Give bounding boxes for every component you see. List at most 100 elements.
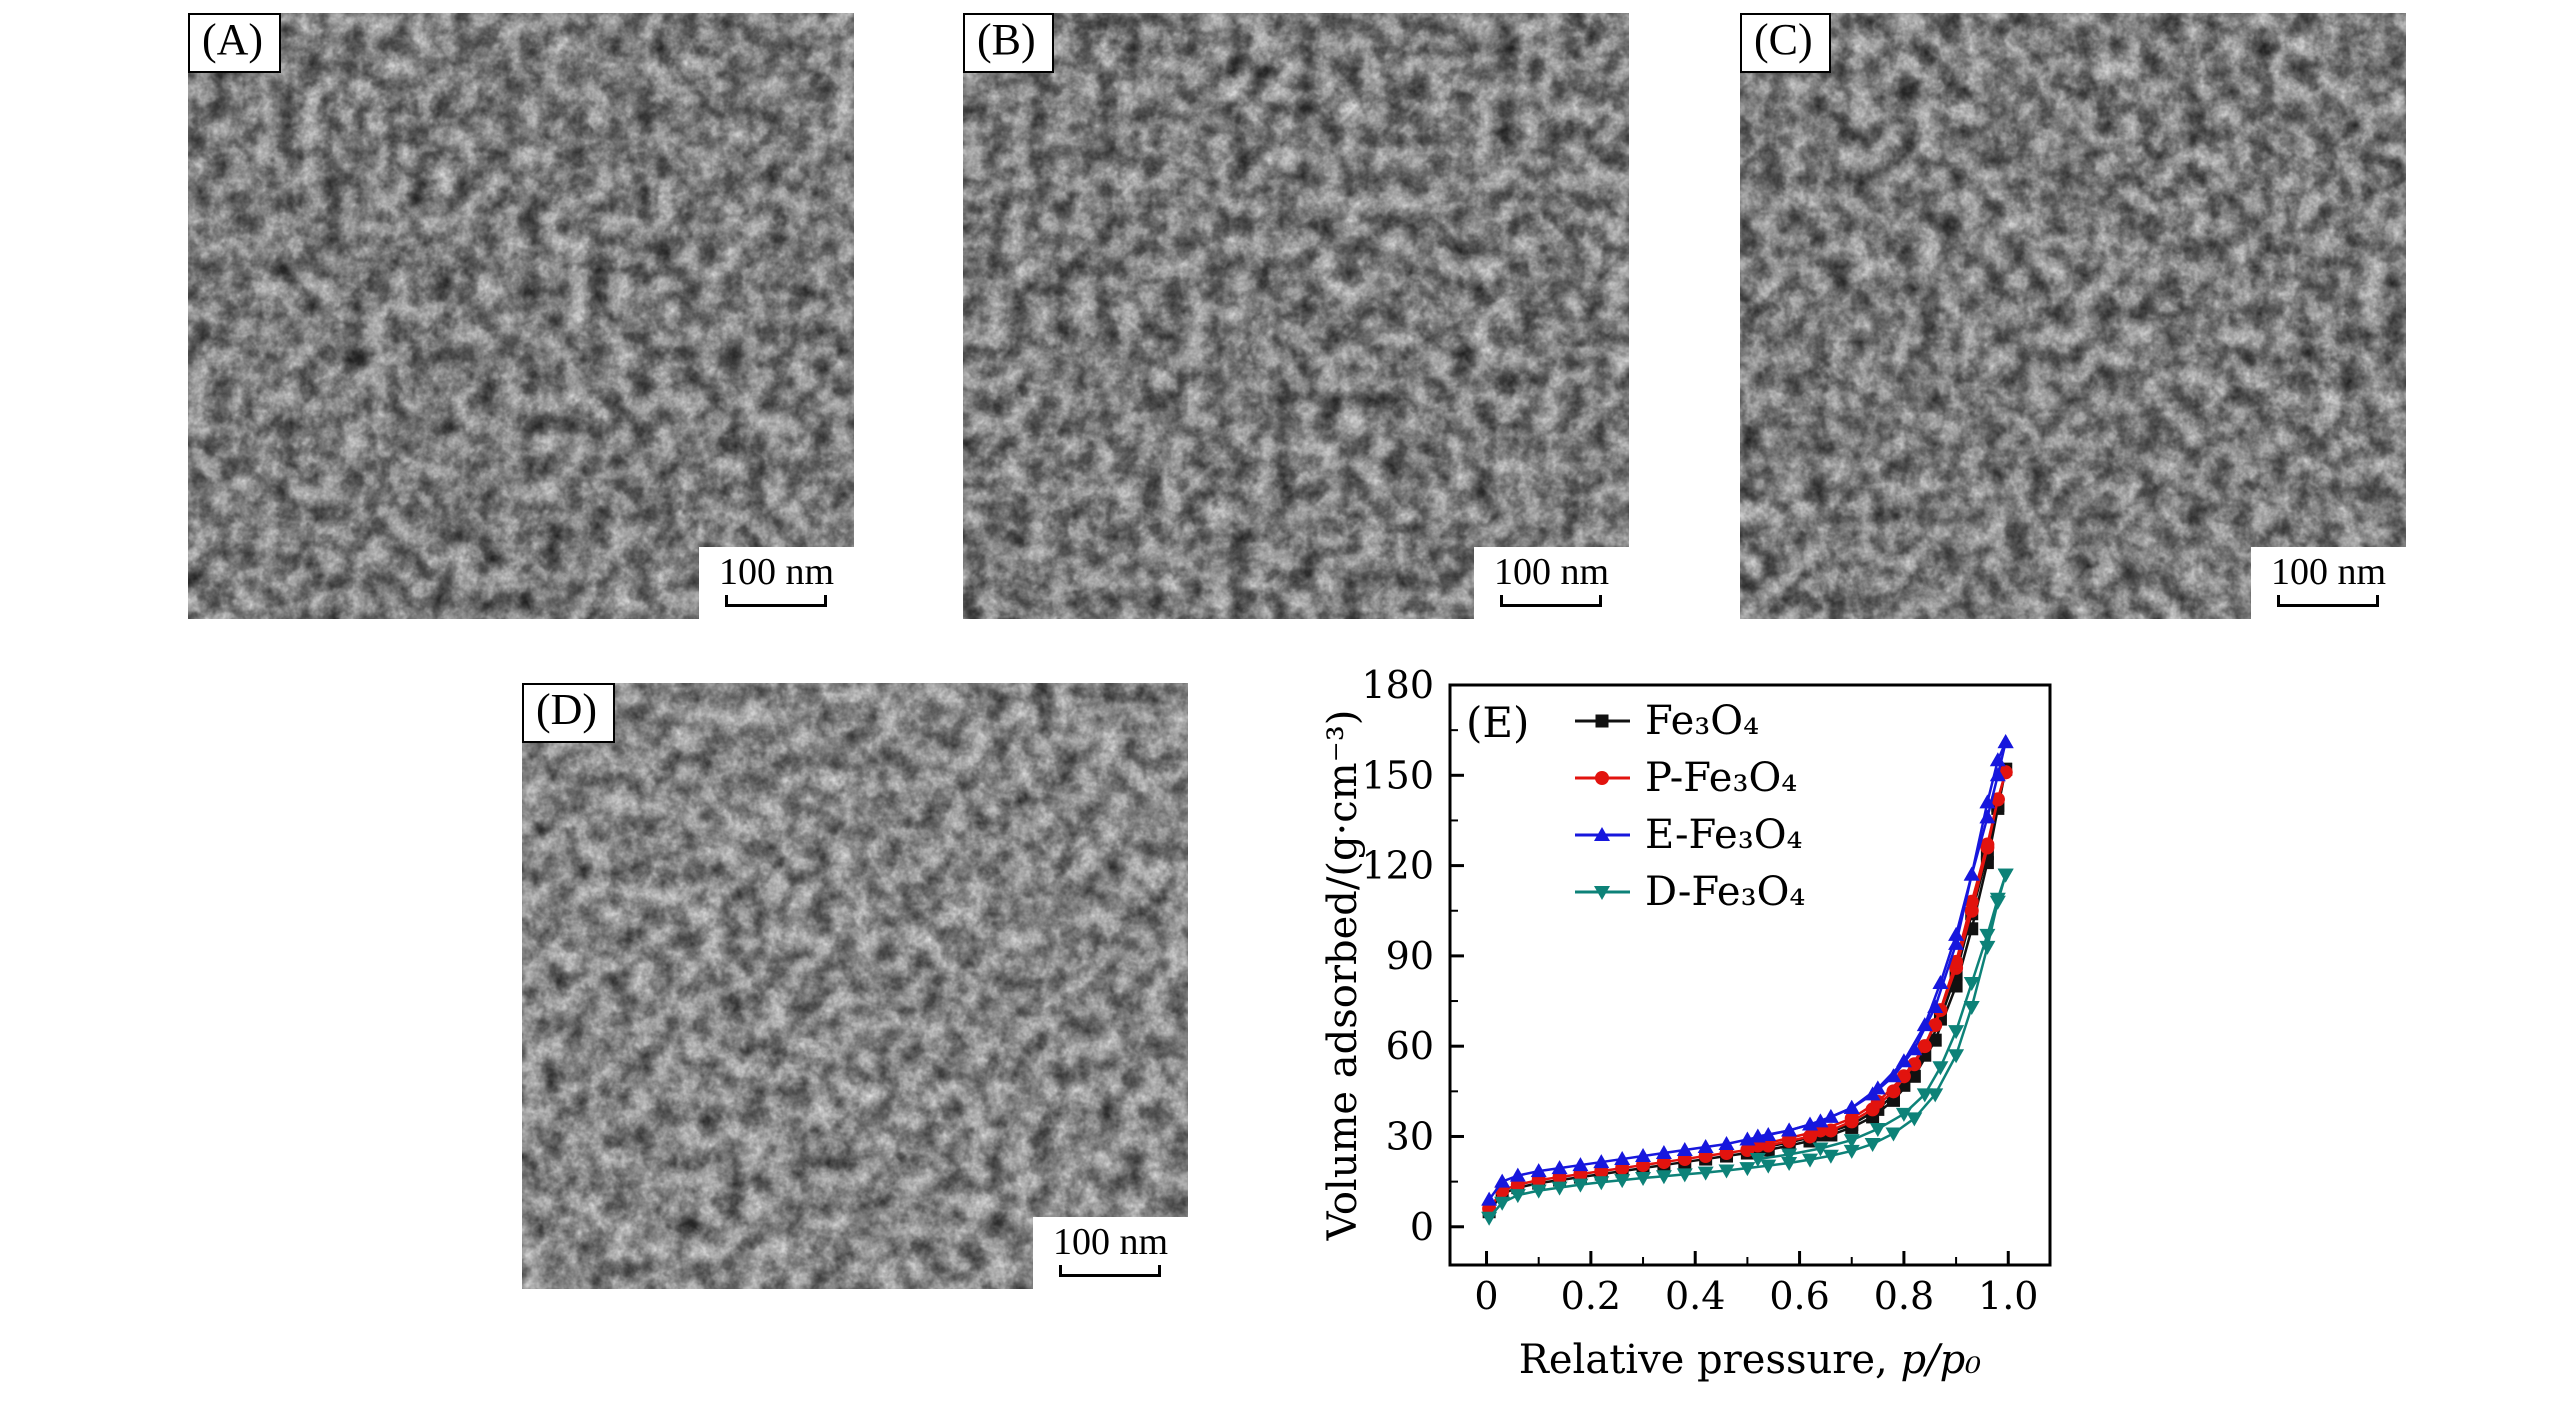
x-tick-label: 0.2 — [1561, 1274, 1621, 1318]
marker-triangle-up — [1749, 1128, 1766, 1143]
marker-triangle-down — [1676, 1168, 1693, 1183]
marker-triangle-down — [1885, 1127, 1902, 1142]
scale-bar-line-d — [1059, 1265, 1162, 1277]
x-tick-label: 0.6 — [1769, 1274, 1829, 1318]
marker-triangle-down — [1781, 1148, 1798, 1163]
marker-triangle-up — [1655, 1145, 1672, 1160]
marker-circle — [1844, 1111, 1859, 1126]
marker-triangle-down — [1718, 1164, 1735, 1179]
marker-triangle-down — [1948, 1025, 1965, 1040]
scale-bar-b: 100 nm — [1473, 547, 1629, 619]
marker-triangle-down — [1635, 1172, 1652, 1187]
sem-image-d — [522, 683, 1188, 1289]
marker-circle — [1896, 1069, 1911, 1084]
marker-triangle-up — [1906, 1041, 1923, 1056]
legend-item-e-fe3o4: E-Fe₃O₄ — [1575, 812, 1803, 858]
panel-label-c: (C) — [1740, 13, 1831, 74]
x-tick-label: 1.0 — [1978, 1274, 2038, 1318]
legend-label: Fe₃O₄ — [1645, 698, 1759, 744]
marker-triangle-up — [1812, 1113, 1829, 1128]
sem-panel-b: (B) 100 nm — [963, 13, 1629, 619]
marker-circle — [1907, 1057, 1922, 1072]
marker-circle — [1595, 771, 1609, 785]
legend-item-fe3o4: Fe₃O₄ — [1575, 698, 1759, 744]
sem-image-c — [1740, 13, 2406, 619]
y-tick-label: 180 — [1361, 663, 1434, 707]
legend-label: D-Fe₃O₄ — [1645, 869, 1805, 915]
marker-triangle-down — [1530, 1184, 1547, 1199]
marker-triangle-up — [1760, 1126, 1777, 1141]
marker-triangle-down — [1843, 1134, 1860, 1149]
marker-triangle-up — [1551, 1160, 1568, 1175]
marker-triangle-up — [1572, 1157, 1589, 1172]
legend-label: P-Fe₃O₄ — [1645, 755, 1797, 801]
panel-label-d: (D) — [522, 683, 616, 744]
y-tick-label: 150 — [1361, 753, 1434, 797]
marker-triangle-up — [1885, 1068, 1902, 1083]
y-tick-label: 90 — [1386, 934, 1434, 978]
chart-panel-label: (E) — [1466, 698, 1529, 747]
marker-triangle-down — [1869, 1122, 1886, 1137]
marker-square — [1595, 714, 1609, 728]
marker-triangle-down — [1979, 928, 1996, 943]
scale-bar-label-a: 100 nm — [718, 551, 834, 594]
marker-triangle-up — [1822, 1108, 1839, 1123]
scale-bar-label-d: 100 nm — [1052, 1221, 1168, 1264]
scale-bar-label-b: 100 nm — [1493, 551, 1609, 594]
marker-triangle-down — [1739, 1162, 1756, 1177]
marker-square — [1928, 1033, 1942, 1047]
legend-item-d-fe3o4: D-Fe₃O₄ — [1575, 869, 1805, 915]
y-tick-label: 60 — [1386, 1024, 1434, 1068]
marker-triangle-up — [1948, 926, 1965, 941]
sem-panel-d: (D) 100 nm — [522, 683, 1188, 1289]
marker-triangle-down — [1481, 1211, 1498, 1226]
marker-triangle-up — [1932, 974, 1949, 989]
marker-triangle-down — [1594, 886, 1610, 900]
marker-triangle-up — [1979, 809, 1996, 824]
marker-triangle-up — [1979, 794, 1996, 809]
sem-image-a — [188, 13, 854, 619]
marker-triangle-down — [1551, 1181, 1568, 1196]
marker-triangle-down — [1781, 1156, 1798, 1171]
marker-triangle-down — [1802, 1153, 1818, 1168]
scale-bar-line-a — [725, 595, 828, 607]
panel-label-a: (A) — [188, 13, 282, 74]
scale-bar-d: 100 nm — [1032, 1217, 1188, 1289]
marker-triangle-up — [1593, 1154, 1610, 1169]
marker-triangle-up — [1494, 1173, 1511, 1188]
marker-triangle-down — [1593, 1176, 1610, 1191]
marker-triangle-up — [1869, 1080, 1886, 1095]
marker-triangle-up — [1718, 1136, 1735, 1151]
marker-triangle-up — [1843, 1099, 1860, 1114]
marker-triangle-up — [1997, 734, 2014, 749]
y-tick-label: 0 — [1410, 1205, 1434, 1249]
marker-triangle-down — [1963, 1001, 1980, 1016]
marker-triangle-up — [1916, 1017, 1933, 1032]
marker-triangle-down — [1494, 1196, 1511, 1211]
marker-circle — [1928, 1018, 1943, 1033]
marker-triangle-down — [1906, 1112, 1923, 1127]
sem-panel-a: (A) 100 nm — [188, 13, 854, 619]
y-tick-label: 30 — [1386, 1114, 1434, 1158]
marker-circle — [1980, 837, 1995, 852]
marker-triangle-down — [1509, 1189, 1526, 1204]
series-d-fe3o4 — [1481, 868, 2014, 1226]
scale-bar-line-c — [2277, 595, 2380, 607]
marker-triangle-down — [1655, 1170, 1672, 1185]
marker-triangle-up — [1635, 1148, 1652, 1163]
marker-square — [1949, 979, 1963, 993]
marker-triangle-down — [1749, 1153, 1766, 1168]
adsorption-curve — [1488, 741, 2007, 1201]
sem-image-b — [963, 13, 1629, 619]
marker-triangle-up — [1948, 935, 1965, 950]
marker-triangle-up — [1594, 827, 1610, 841]
x-tick-label: 0 — [1474, 1274, 1498, 1318]
scale-bar-label-c: 100 nm — [2270, 551, 2386, 594]
marker-triangle-up — [1676, 1142, 1693, 1157]
y-axis-title: Volume adsorbed/(g·cm⁻³) — [1320, 710, 1366, 1242]
marker-triangle-down — [1843, 1144, 1860, 1159]
marker-triangle-up — [1614, 1151, 1631, 1166]
marker-triangle-up — [1895, 1053, 1912, 1068]
